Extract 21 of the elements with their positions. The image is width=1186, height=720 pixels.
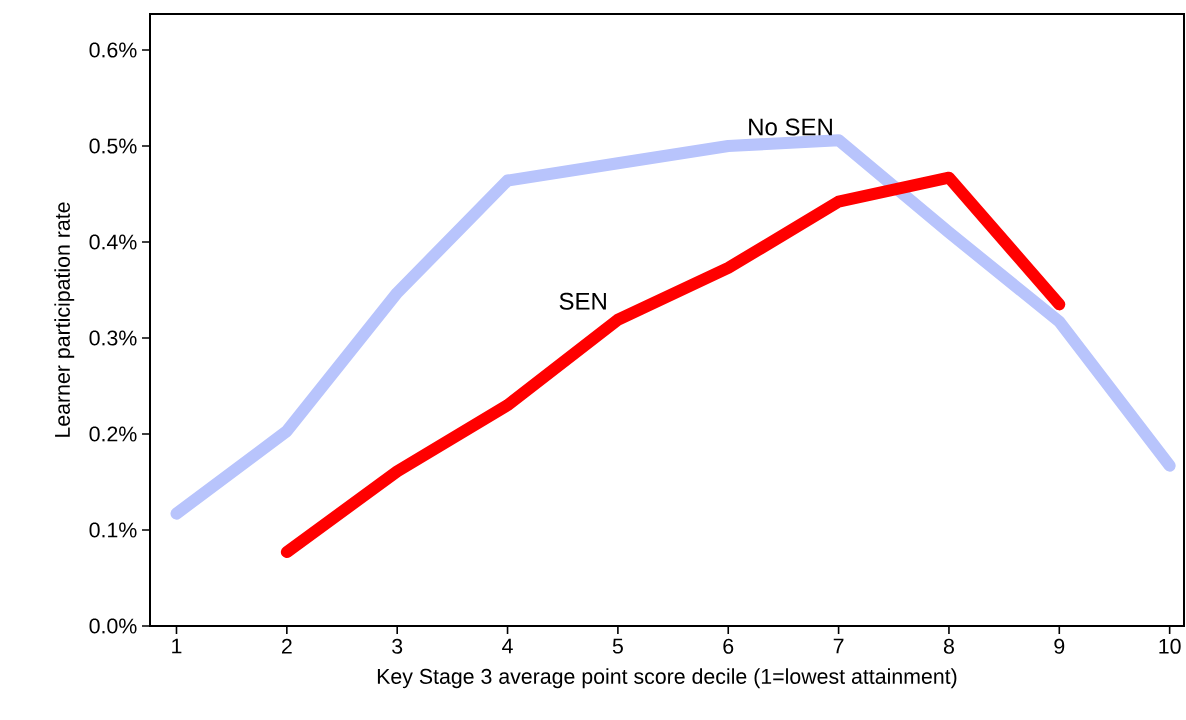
y-tick-label: 0.5% <box>89 138 137 154</box>
y-tick-label: 0.0% <box>89 618 137 634</box>
x-tick-label: 6 <box>723 638 734 654</box>
y-tick-label: 0.1% <box>89 522 137 538</box>
x-tick-label: 8 <box>943 638 954 654</box>
y-tick-label: 0.2% <box>89 426 137 442</box>
series-label: SEN <box>559 292 606 310</box>
x-tick-label: 3 <box>392 638 403 654</box>
x-axis-title: Key Stage 3 average point score decile (1=lowest attainment) <box>377 668 957 689</box>
x-tick-label: 1 <box>172 638 182 654</box>
y-axis-title: Learner participation rate <box>54 202 75 437</box>
x-tick-label: 2 <box>281 638 292 654</box>
x-tick-label: 5 <box>612 638 623 654</box>
x-tick-label: 9 <box>1054 638 1065 654</box>
series-label: No SEN <box>749 118 832 136</box>
x-tick-label: 7 <box>833 638 844 654</box>
y-tick-label: 0.4% <box>89 234 137 250</box>
y-tick-label: 0.6% <box>89 42 137 58</box>
y-tick-label: 0.3% <box>89 330 137 346</box>
x-tick-label: 4 <box>502 638 513 654</box>
x-tick-label: 10 <box>1159 638 1181 654</box>
